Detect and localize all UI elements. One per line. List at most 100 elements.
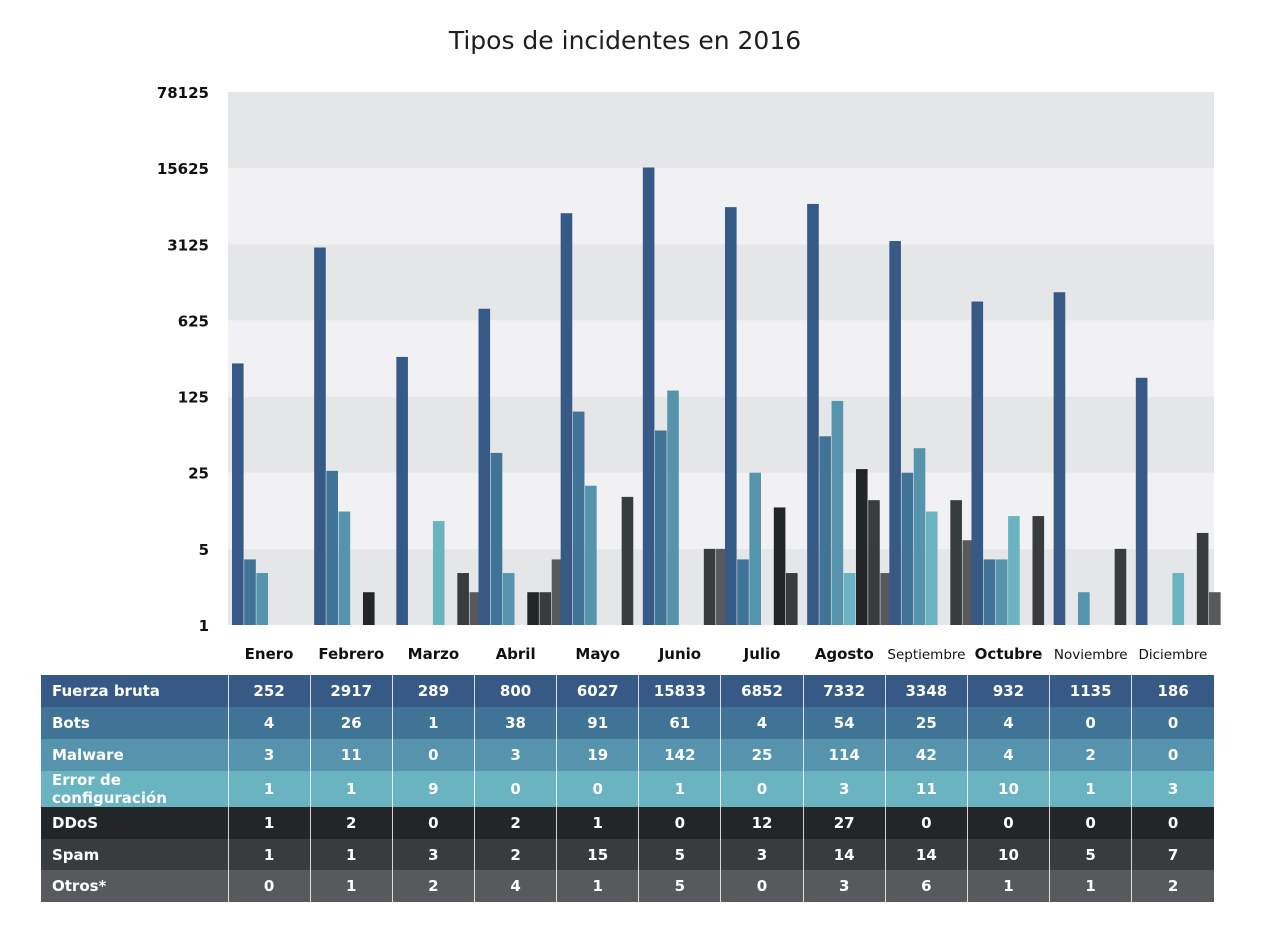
bar <box>843 573 856 625</box>
x-tick-label: Diciembre <box>1138 647 1207 663</box>
bar <box>773 507 786 625</box>
table-cell: 25 <box>884 706 968 739</box>
row-label: DDoS <box>52 813 99 832</box>
bar <box>995 559 1008 625</box>
table-cell: 3 <box>391 838 475 871</box>
table-cell: 7332 <box>802 675 886 707</box>
x-tick-label: Septiembre <box>887 647 965 663</box>
table-cell: 0 <box>556 770 639 807</box>
table-cell: 26 <box>309 706 393 739</box>
table-cell: 0 <box>638 806 721 839</box>
table-cell: 11 <box>309 738 393 771</box>
table-cell: 1 <box>1049 870 1132 903</box>
table-cell: 4 <box>720 706 804 739</box>
table-cell: 7 <box>1131 838 1214 871</box>
grid-band <box>228 244 1214 321</box>
bar <box>560 213 573 625</box>
table-cell: 2 <box>1131 870 1214 903</box>
table-row: Error de configuración 1 1 9 0 0 1 0 3 11 10 1 3 <box>41 770 1214 807</box>
table-cell: 3 <box>720 838 804 871</box>
bar <box>1053 292 1066 625</box>
grid-band <box>228 92 1214 169</box>
table-cell: 27 <box>802 806 886 839</box>
bar <box>983 559 996 625</box>
bar <box>880 573 892 625</box>
table-cell: 11 <box>884 770 968 807</box>
grid-band <box>228 396 1214 473</box>
table-cell: 0 <box>391 738 475 771</box>
table-row: Malware 3 11 0 3 19 142 25 114 42 4 2 0 <box>41 738 1214 771</box>
table-cell: 0 <box>1131 738 1214 771</box>
table-cell: 0 <box>720 770 804 807</box>
bar <box>572 411 585 625</box>
table-cell: 0 <box>473 770 557 807</box>
chart-title: Tipos de incidentes en 2016 <box>448 26 802 55</box>
bar <box>868 500 880 625</box>
bar <box>244 559 256 625</box>
bar <box>362 592 375 625</box>
table-cell: 6 <box>884 870 968 903</box>
table-cell: 6852 <box>720 675 804 707</box>
bar <box>913 448 926 625</box>
bar <box>1032 516 1045 625</box>
bar <box>725 207 737 626</box>
table-cell: 3 <box>1131 770 1214 807</box>
table-row: Spam 1 1 3 2 15 5 3 14 14 10 5 7 <box>41 838 1214 871</box>
x-tick-label: Enero <box>245 645 294 663</box>
y-tick-label: 25 <box>188 465 209 483</box>
table-cell: 10 <box>966 770 1050 807</box>
bar <box>585 485 597 625</box>
bars <box>232 167 1221 626</box>
table-cell: 3 <box>227 738 311 771</box>
bar <box>314 247 326 625</box>
table-cell: 289 <box>391 675 475 707</box>
table-cell: 2 <box>309 806 393 839</box>
table-cell: 1 <box>966 870 1050 903</box>
table-cell: 1135 <box>1049 675 1132 707</box>
bar <box>819 436 831 625</box>
table-cell: 1 <box>556 806 639 839</box>
bar <box>469 592 482 625</box>
bar <box>621 496 634 625</box>
grid-band <box>228 472 1214 549</box>
table-cell: 61 <box>638 706 721 739</box>
table-cell: 186 <box>1131 675 1214 707</box>
bar <box>502 573 515 625</box>
x-tick-label: Mayo <box>575 645 620 663</box>
y-tick-label: 15625 <box>157 160 209 178</box>
bar <box>855 469 868 625</box>
bar <box>1008 516 1020 625</box>
table-cell: 5 <box>638 838 721 871</box>
x-tick-label: Abril <box>496 645 536 663</box>
table-cell: 6027 <box>556 675 639 707</box>
y-tick-label: 78125 <box>157 84 209 102</box>
plot-background-bands <box>228 92 1214 625</box>
table-cell: 114 <box>802 738 886 771</box>
bar <box>478 308 491 625</box>
table-cell: 42 <box>884 738 968 771</box>
bar <box>1196 532 1209 625</box>
table-row: Fuerza bruta 252 2917 289 800 6027 15833 6852 73… <box>41 675 1214 707</box>
table-cell: 1 <box>309 770 393 807</box>
table-cell: 5 <box>638 870 721 903</box>
table-cell: 800 <box>473 675 557 707</box>
data-table: Fuerza bruta 252 2917 289 800 6027 15833 6852 73… <box>41 675 1214 903</box>
bar <box>396 356 408 625</box>
y-tick-label: 125 <box>178 389 209 407</box>
bar <box>655 430 667 625</box>
bar <box>457 573 469 625</box>
table-cell: 2 <box>473 838 557 871</box>
table-cell: 3 <box>802 770 886 807</box>
bar-chart: 1 5 25 125 625 3125 15625 78125 Enero Febrero Mar… <box>157 84 1221 663</box>
table-cell: 4 <box>966 706 1050 739</box>
bar <box>326 470 338 625</box>
bar <box>901 472 914 625</box>
bar <box>889 241 901 626</box>
table-cell: 142 <box>638 738 721 771</box>
x-tick-label: Marzo <box>408 645 459 663</box>
table-cell: 0 <box>1049 806 1132 839</box>
x-tick-label: Noviembre <box>1054 647 1128 663</box>
bar <box>962 540 975 625</box>
table-cell: 25 <box>720 738 804 771</box>
row-label: Malware <box>52 745 124 764</box>
